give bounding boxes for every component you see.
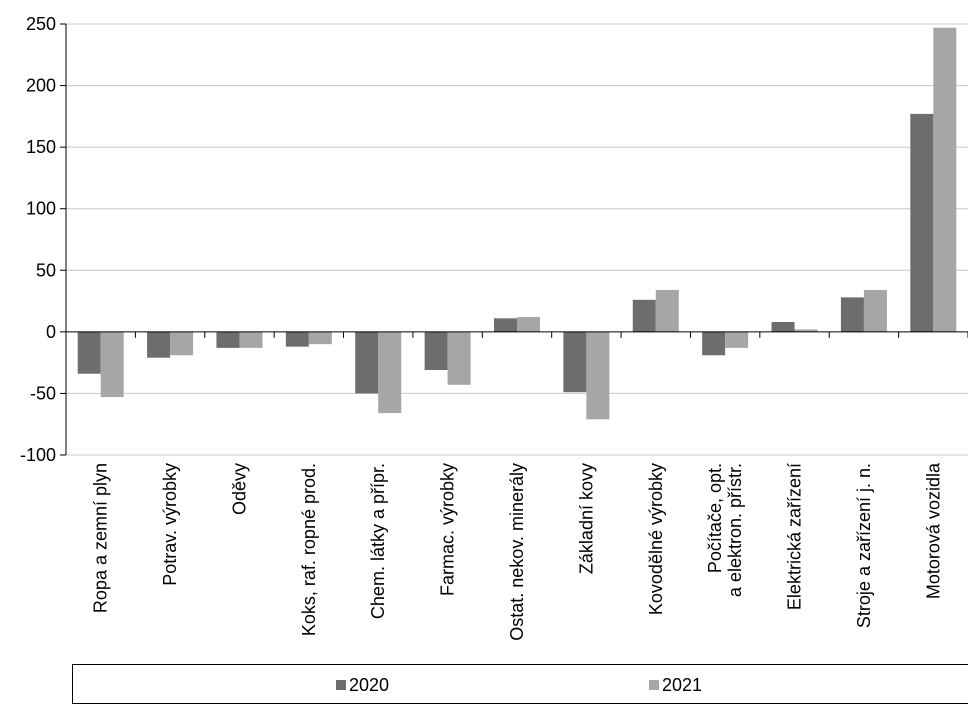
category-label: Farmac. výrobky xyxy=(438,463,458,596)
legend-label-2021: 2021 xyxy=(662,675,703,695)
category-label: Ropa a zemní plyn xyxy=(91,463,111,613)
category-label: Ostat. nekov. minerály xyxy=(507,463,527,641)
bar-2020-0 xyxy=(77,331,101,374)
y-tick-label: 250 xyxy=(26,14,56,34)
bar-2020-2 xyxy=(216,331,240,348)
bar-2020-8 xyxy=(632,299,656,332)
y-tick-label: 150 xyxy=(26,137,56,157)
bar-2020-12 xyxy=(910,113,934,332)
category-label-line: Ropa a zemní plyn xyxy=(91,463,111,613)
legend-swatch-2020 xyxy=(336,680,346,690)
legend-item-2020: 2020 xyxy=(336,675,389,695)
y-tick-label: 0 xyxy=(46,322,56,342)
y-tick-label: 200 xyxy=(26,76,56,96)
y-tick-label: 50 xyxy=(36,260,56,280)
bar-2021-9 xyxy=(725,331,749,348)
category-label: Počítače, opt. a elektron. přístr. xyxy=(705,463,745,597)
category-label-line: Základní kovy xyxy=(576,463,596,574)
y-tick-label: -100 xyxy=(20,445,56,465)
category-label-line: Elektrická zařízení xyxy=(785,463,805,610)
bar-2020-11 xyxy=(840,297,864,332)
category-label-line: Oděvy xyxy=(229,463,249,515)
bar-2020-10 xyxy=(771,322,795,332)
bar-2021-10 xyxy=(794,329,818,332)
bar-2021-8 xyxy=(655,289,679,332)
bar-2021-7 xyxy=(586,331,610,420)
legend-swatch-2021 xyxy=(649,680,659,690)
category-label: Chem. látky a přípr. xyxy=(368,463,388,619)
bar-2021-6 xyxy=(517,317,540,332)
y-tick-label: -50 xyxy=(30,383,56,403)
category-label-line: Stroje a zařízení j. n. xyxy=(854,463,874,628)
category-labels: Ropa a zemní plyn Potrav. výrobky Oděvy Kok… xyxy=(91,462,944,641)
category-label: Motorová vozidla xyxy=(923,462,943,599)
legend-item-2021: 2021 xyxy=(649,675,702,695)
category-label-line: Kovodělné výrobky xyxy=(646,463,666,615)
bar-2021-12 xyxy=(933,27,957,332)
bar-2021-4 xyxy=(378,331,402,414)
gridlines xyxy=(66,23,968,456)
legend-label-2020: 2020 xyxy=(349,675,390,695)
bars xyxy=(77,27,957,420)
bar-2021-5 xyxy=(447,331,471,385)
category-label: Potrav. výrobky xyxy=(160,463,180,586)
bar-2020-4 xyxy=(355,331,379,394)
bar-2021-2 xyxy=(239,331,263,348)
category-label-line: Chem. látky a přípr. xyxy=(368,463,388,619)
axes xyxy=(60,23,968,456)
category-label: Oděvy xyxy=(229,463,249,515)
category-label: Kovodělné výrobky xyxy=(646,463,666,615)
category-label-line: Ostat. nekov. minerály xyxy=(507,463,527,641)
bar-2021-0 xyxy=(100,331,124,398)
category-label-line: Farmac. výrobky xyxy=(438,463,458,596)
legend: 2020 2021 xyxy=(72,664,968,704)
y-tick-label: 100 xyxy=(26,199,56,219)
category-label-line: Motorová vozidla xyxy=(923,462,943,599)
category-label: Elektrická zařízení xyxy=(785,463,805,610)
bar-2020-3 xyxy=(285,331,309,347)
category-label: Základní kovy xyxy=(576,463,596,574)
bar-2020-1 xyxy=(147,331,171,358)
bar-2020-7 xyxy=(563,331,587,393)
category-label-line: Počítače, opt. xyxy=(705,463,725,573)
category-label: Koks, raf. ropné prod. xyxy=(299,463,319,636)
category-label-line: Koks, raf. ropné prod. xyxy=(299,463,319,636)
bar-2020-6 xyxy=(494,318,517,332)
bar-2021-1 xyxy=(170,331,194,356)
bar-2021-11 xyxy=(863,289,887,332)
bar-2020-9 xyxy=(702,331,726,356)
bar-2020-5 xyxy=(424,331,448,371)
category-label-line: Potrav. výrobky xyxy=(160,463,180,586)
category-label: Stroje a zařízení j. n. xyxy=(854,463,874,628)
bar-2021-3 xyxy=(308,331,332,345)
y-tick-labels: -100 -50 0 50 100 150 200 250 xyxy=(20,14,56,465)
category-label-line: a elektron. přístr. xyxy=(725,463,745,597)
